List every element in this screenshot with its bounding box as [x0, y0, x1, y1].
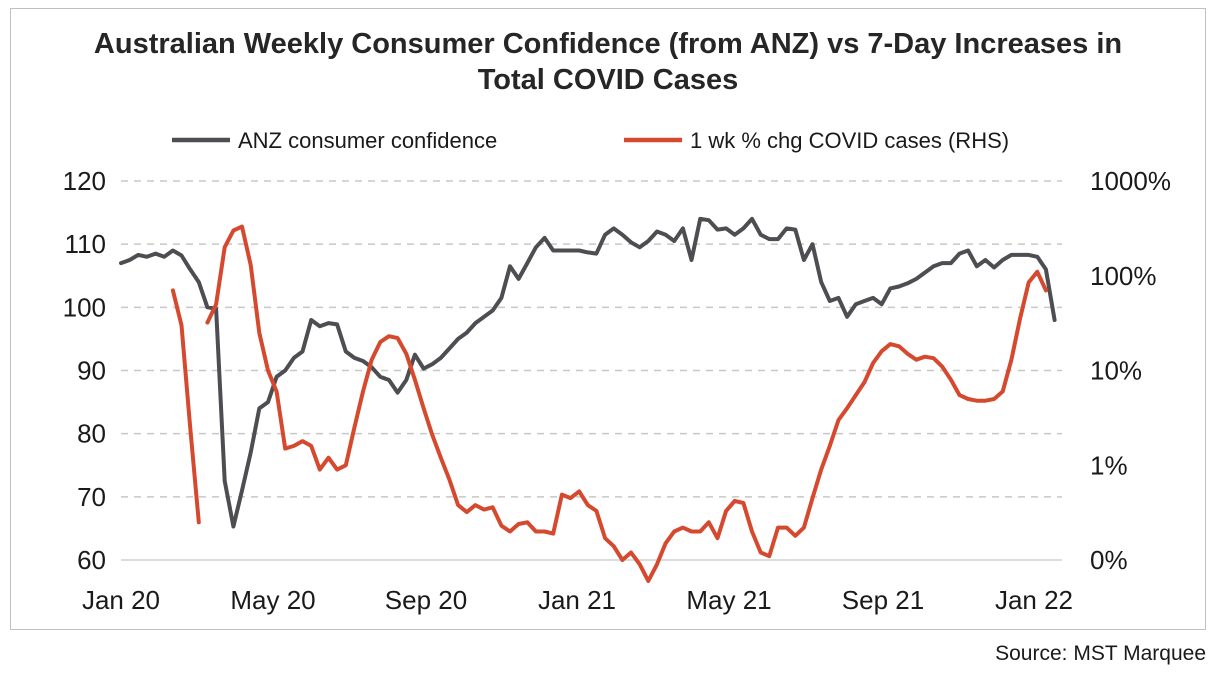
x-tick: Sep 20 — [385, 585, 467, 615]
y-tick-left: 120 — [63, 166, 106, 196]
y-tick-right: 1000% — [1090, 166, 1171, 196]
y-tick-right: 10% — [1090, 356, 1142, 386]
legend: ANZ consumer confidence 1 wk % chg COVID… — [172, 128, 1009, 153]
series-line-covid — [205, 224, 1048, 583]
y-tick-right: 0% — [1090, 545, 1128, 575]
x-tick: Jan 20 — [82, 585, 160, 615]
legend-label-covid: 1 wk % chg COVID cases (RHS) — [690, 128, 1009, 153]
series-line-covid — [170, 288, 201, 525]
y-tick-left: 90 — [77, 356, 106, 386]
y-tick-left: 110 — [65, 229, 106, 259]
gridlines — [121, 180, 1062, 498]
y-axis-right-labels: 0% 1% 10% 100% 1000% — [1090, 166, 1171, 575]
x-tick: May 21 — [686, 585, 771, 615]
y-tick-left: 100 — [63, 292, 106, 322]
x-tick: Sep 21 — [842, 585, 924, 615]
x-axis-labels: Jan 20 May 20 Sep 20 Jan 21 May 21 Sep 21 Jan … — [82, 585, 1073, 615]
x-tick: Jan 21 — [538, 585, 616, 615]
series-line-confidence — [119, 216, 1057, 529]
legend-label-confidence: ANZ consumer confidence — [238, 128, 497, 153]
x-tick: Jan 22 — [995, 585, 1073, 615]
source-note: Source: MST Marquee — [995, 642, 1206, 665]
y-tick-left: 80 — [77, 419, 106, 449]
y-tick-left: 70 — [77, 482, 106, 512]
series-lines — [119, 216, 1057, 583]
y-tick-left: 60 — [77, 545, 106, 575]
y-tick-right: 1% — [1090, 450, 1128, 480]
y-tick-right: 100% — [1090, 261, 1157, 291]
chart-title: Australian Weekly Consumer Confidence (f… — [93, 28, 1123, 96]
x-tick: May 20 — [230, 585, 315, 615]
y-axis-left-labels: 60 70 80 90 100 110 120 — [63, 166, 106, 575]
